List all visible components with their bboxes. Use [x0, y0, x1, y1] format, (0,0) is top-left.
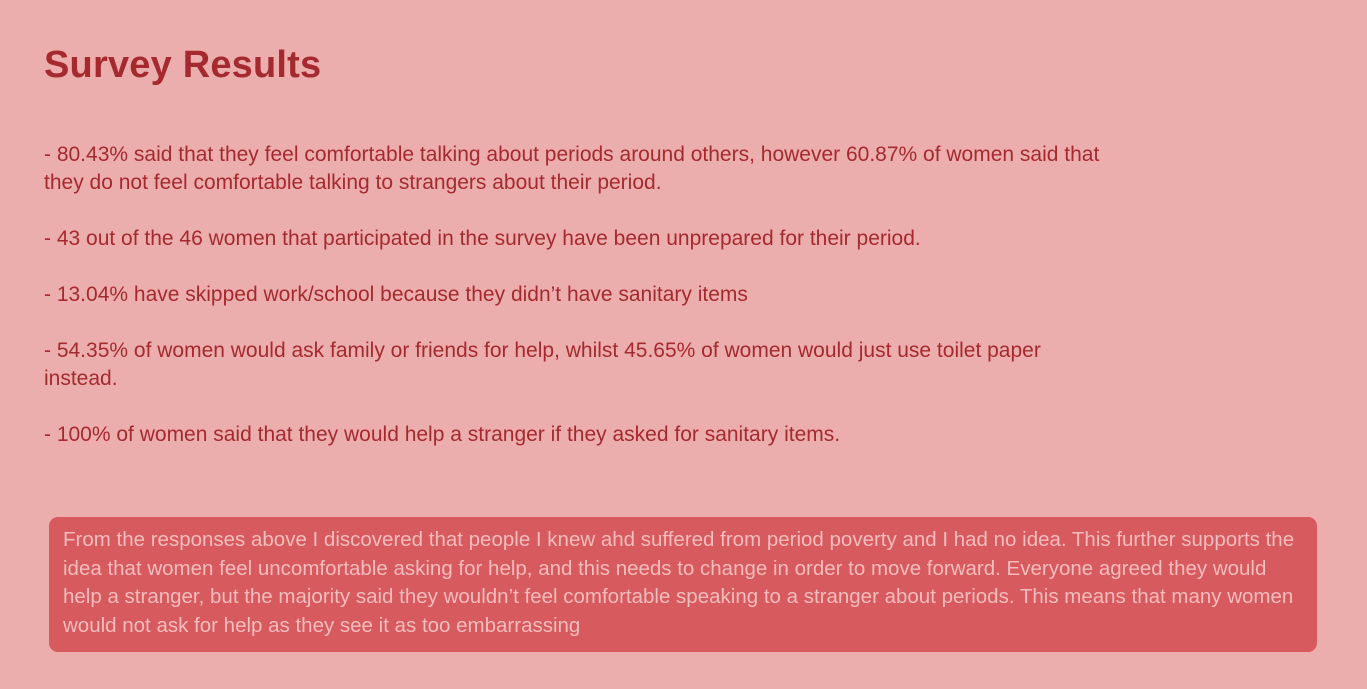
result-comfort-talking: - 80.43% said that they feel comfortable…	[44, 143, 1100, 194]
result-ask-for-help: - 54.35% of women would ask family or fr…	[44, 339, 1041, 390]
result-help-stranger: - 100% of women said that they would hel…	[44, 423, 841, 446]
page-title: Survey Results	[44, 44, 322, 86]
result-unprepared: - 43 out of the 46 women that participat…	[44, 227, 921, 250]
conclusion-text: From the responses above I discovered th…	[63, 528, 1295, 637]
result-skipped-work-school: - 13.04% have skipped work/school becaus…	[44, 283, 748, 306]
survey-results-list: - 80.43% said that they feel comfortable…	[44, 141, 1104, 477]
conclusion-callout: From the responses above I discovered th…	[49, 517, 1317, 652]
